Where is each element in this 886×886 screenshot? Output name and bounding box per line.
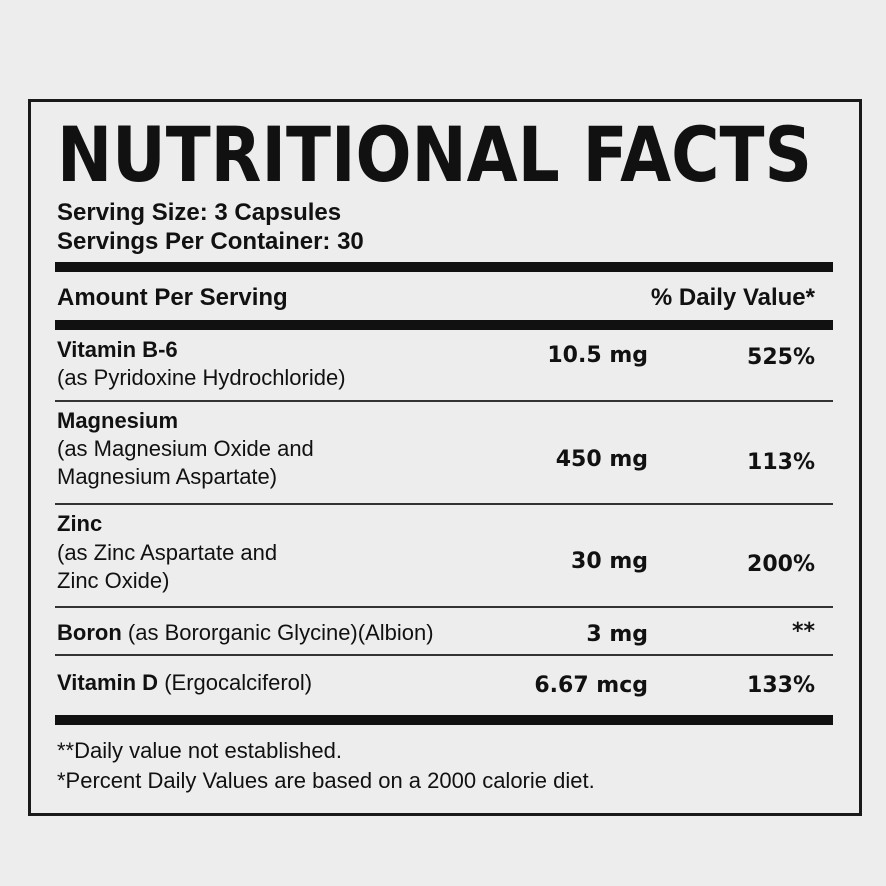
nutrient-name: Boron: [57, 620, 122, 645]
footnote: **Daily value not established.: [57, 738, 342, 763]
thick-rule: [55, 715, 833, 725]
footnote: *Percent Daily Values are based on a 200…: [57, 768, 595, 793]
amount: 3 mg: [586, 622, 648, 647]
nutrient-line: Boron (as Bororganic Glycine)(Albion): [57, 620, 434, 645]
serving-size: Serving Size: 3 Capsules: [57, 199, 341, 226]
thick-rule: [55, 262, 833, 272]
daily-value: 133%: [747, 673, 815, 698]
nutrient-name: Zinc: [57, 511, 102, 536]
amount: 450 mg: [556, 447, 648, 472]
nutrient-source: (as Zinc Aspartate and: [57, 540, 277, 565]
amount: 6.67 mcg: [534, 673, 648, 698]
amount: 30 mg: [571, 549, 648, 574]
nutrient-source: (as Pyridoxine Hydrochloride): [57, 365, 346, 390]
daily-value: 113%: [747, 450, 815, 475]
nutrient-source: (as Magnesium Oxide and: [57, 436, 314, 461]
nutrient-source: Magnesium Aspartate): [57, 464, 277, 489]
label-border: [28, 99, 862, 816]
nutrient-line: Vitamin D (Ergocalciferol): [57, 670, 312, 695]
nutrient-name: Vitamin B-6: [57, 337, 178, 362]
amount: 10.5 mg: [547, 343, 648, 368]
nutrient-name: Vitamin D: [57, 670, 158, 695]
nutrient-source: (Ergocalciferol): [164, 670, 312, 695]
nutrient-source: (as Bororganic Glycine)(Albion): [128, 620, 434, 645]
servings-per-container: Servings Per Container: 30: [57, 228, 364, 255]
column-header: % Daily Value*: [651, 284, 816, 311]
nutrient-name: Magnesium: [57, 408, 178, 433]
daily-value: 200%: [747, 552, 815, 577]
daily-value: **: [792, 619, 816, 644]
column-header: Amount Per Serving: [57, 284, 288, 311]
daily-value: 525%: [747, 345, 815, 370]
nutrient-source: Zinc Oxide): [57, 568, 169, 593]
thick-rule: [55, 320, 833, 330]
title: NUTRITIONAL FACTS: [57, 110, 812, 199]
